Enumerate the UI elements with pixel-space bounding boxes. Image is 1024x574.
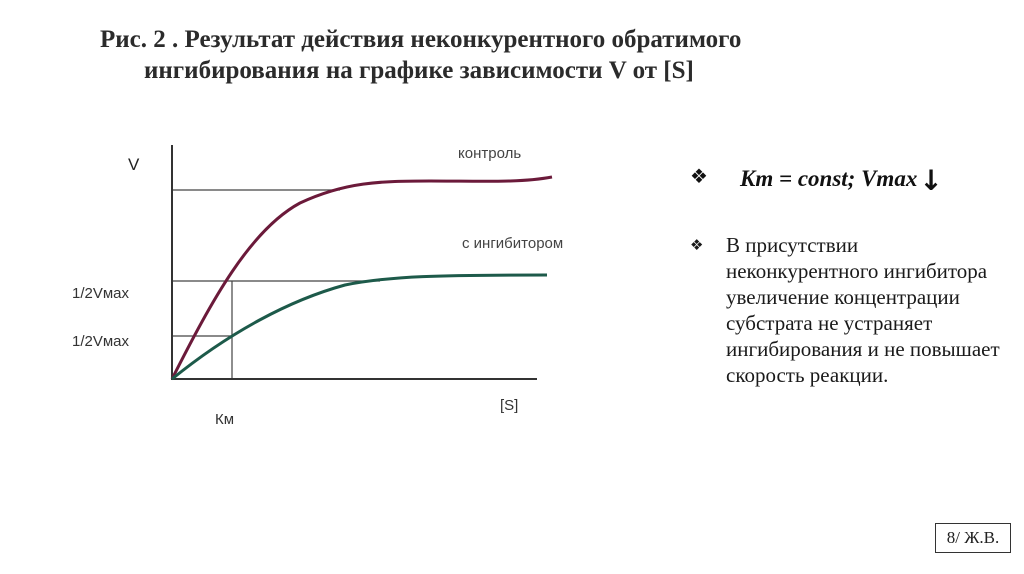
x-axis-label: [S]: [500, 397, 518, 414]
explanation-text: В присутствии неконкурентного ингибитора…: [726, 233, 1000, 387]
page-number-badge: 8/ Ж.В.: [935, 523, 1011, 553]
halfvmax-upper-text: 1/2Vмах: [72, 285, 130, 302]
km-label: Км: [215, 411, 234, 428]
title-line-1: Рис. 2 . Результат действия неконкурентн…: [100, 26, 742, 53]
bullet-km-const: ❖ Km = const; Vmax↓: [690, 150, 1015, 202]
formula-text: Km = const; Vmax↓: [740, 160, 943, 197]
inhibitor-curve: [171, 273, 548, 381]
down-arrow-icon: ↓: [919, 163, 943, 197]
title-line-2: ингибирования на графике зависимости V о…: [144, 57, 694, 84]
diamond-bullet-icon-2: ❖: [690, 236, 704, 254]
vs-graph: V контроль с ингибитором 1/2Vмах 1/2Vмах…: [72, 145, 563, 428]
y-axis-label: V: [128, 155, 140, 174]
halfvmax-upper-label: 1/2Vмах: [72, 285, 130, 302]
bullet-explanation: ❖ В присутствии неконкурентного ингибито…: [690, 232, 1006, 388]
control-curve-label: контроль: [458, 145, 521, 162]
control-curve: [170, 175, 553, 380]
slide-title: Рис. 2 . Результат действия неконкурентн…: [100, 24, 880, 86]
inhibitor-curve-label: с ингибитором: [462, 235, 563, 252]
formula-main: Km = const; Vmax: [740, 165, 918, 191]
diamond-bullet-icon: ❖: [690, 164, 708, 188]
halfvmax-lower-text: 1/2Vмах: [72, 333, 130, 350]
halfvmax-lower-label: 1/2Vмах: [72, 333, 130, 350]
bullets-panel: ❖ Km = const; Vmax↓ ❖ В присутствии неко…: [690, 150, 1015, 388]
